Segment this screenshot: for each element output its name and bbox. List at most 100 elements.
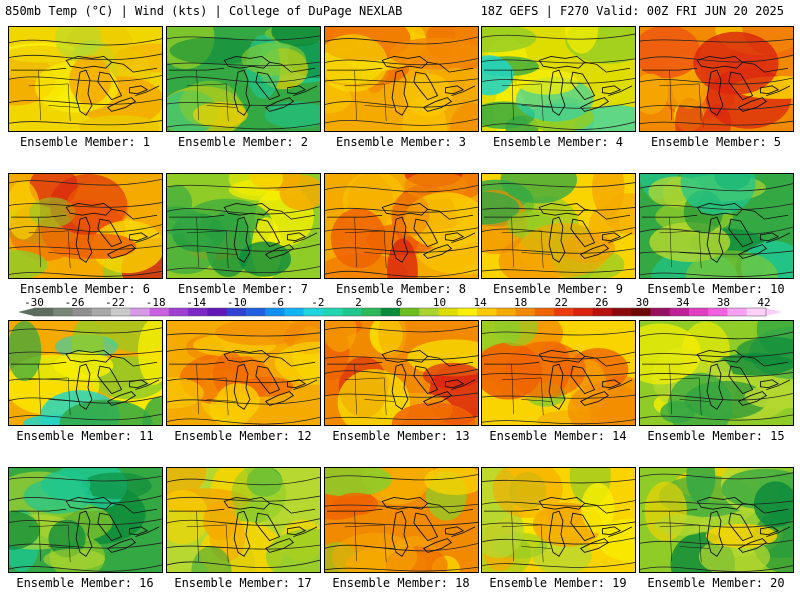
great-lake-outline bbox=[728, 218, 754, 248]
great-lake-outline bbox=[444, 232, 465, 242]
height-contour bbox=[325, 184, 478, 193]
great-lake-outline bbox=[233, 363, 251, 410]
colorbar-swatch bbox=[746, 308, 767, 316]
ensemble-member-caption: Ensemble Member: 9 bbox=[492, 282, 624, 296]
country-boundary bbox=[483, 355, 633, 391]
colorbar-swatch bbox=[188, 308, 208, 316]
ensemble-member-map bbox=[8, 173, 163, 279]
height-contour bbox=[640, 38, 793, 43]
height-contour bbox=[9, 178, 162, 186]
height-contour bbox=[482, 182, 635, 188]
great-lake-outline bbox=[391, 363, 409, 410]
great-lake-outline bbox=[706, 363, 724, 410]
great-lake-outline bbox=[759, 232, 780, 242]
colorbar-swatch bbox=[380, 308, 401, 316]
height-contour bbox=[325, 355, 478, 361]
colorbar-tick-label: -10 bbox=[226, 296, 247, 309]
colorbar-swatch bbox=[322, 308, 343, 316]
ensemble-member-map bbox=[166, 467, 321, 573]
country-boundary bbox=[483, 208, 633, 244]
great-lake-outline bbox=[538, 349, 586, 363]
great-lake-outline bbox=[759, 85, 780, 95]
state-boundary bbox=[659, 70, 710, 122]
height-contour bbox=[640, 250, 793, 255]
great-lake-outline bbox=[264, 538, 295, 553]
great-lake-outline bbox=[538, 202, 586, 216]
country-boundary bbox=[10, 208, 160, 244]
colorbar-swatch bbox=[554, 308, 574, 316]
height-contour bbox=[167, 227, 320, 233]
colorbar-swatch bbox=[534, 308, 555, 316]
height-contour bbox=[640, 77, 793, 85]
height-contour bbox=[482, 101, 635, 109]
height-contour bbox=[9, 564, 162, 572]
country-boundary bbox=[326, 61, 476, 97]
great-lake-outline bbox=[579, 244, 610, 259]
country-boundary bbox=[641, 208, 791, 244]
height-contour bbox=[9, 495, 162, 504]
ensemble-member-caption: Ensemble Member: 6 bbox=[19, 282, 151, 296]
colorbar-swatch bbox=[72, 308, 93, 316]
temperature-field bbox=[167, 321, 320, 425]
great-lake-outline bbox=[75, 69, 93, 116]
state-boundary bbox=[186, 364, 237, 416]
height-contour bbox=[325, 269, 478, 278]
colorbar-swatch bbox=[592, 308, 613, 316]
ensemble-member-map bbox=[324, 173, 479, 279]
great-lake-outline bbox=[601, 232, 622, 242]
temperature-field bbox=[325, 27, 478, 131]
country-boundary bbox=[641, 355, 791, 391]
country-boundary bbox=[168, 208, 318, 244]
great-lake-outline bbox=[444, 85, 465, 95]
height-contour bbox=[167, 74, 320, 83]
height-contour bbox=[325, 325, 478, 333]
colorbar-tick-label: 42 bbox=[757, 296, 771, 309]
ensemble-member-map bbox=[639, 467, 794, 573]
state-boundary bbox=[501, 511, 552, 563]
height-contour bbox=[640, 203, 793, 210]
height-contour bbox=[482, 562, 635, 568]
colorbar-tick-label: 18 bbox=[514, 296, 528, 309]
great-lake-outline bbox=[570, 512, 596, 542]
great-lake-outline bbox=[97, 512, 123, 542]
great-lake-outline bbox=[759, 526, 780, 536]
great-lake-outline bbox=[391, 69, 409, 116]
great-lake-outline bbox=[286, 379, 307, 389]
colorbar-swatch bbox=[438, 308, 459, 316]
ensemble-member-caption: Ensemble Member: 15 bbox=[647, 429, 785, 443]
colorbar-swatch bbox=[245, 308, 266, 316]
great-lake-outline bbox=[65, 496, 113, 510]
temperature-colorbar bbox=[18, 307, 782, 317]
height-contour bbox=[482, 500, 635, 507]
temperature-field bbox=[325, 174, 478, 278]
country-boundary bbox=[168, 502, 318, 538]
great-lake-outline bbox=[548, 216, 566, 263]
great-lake-outline bbox=[706, 216, 724, 263]
colorbar-tick-label: 10 bbox=[432, 296, 447, 309]
country-boundary bbox=[168, 355, 318, 391]
great-lake-outline bbox=[579, 391, 610, 406]
height-contour bbox=[167, 100, 320, 106]
height-contour bbox=[325, 206, 478, 213]
ensemble-member-map bbox=[8, 467, 163, 573]
state-boundary bbox=[344, 511, 395, 563]
height-contour bbox=[9, 270, 162, 277]
colorbar-swatch bbox=[727, 308, 748, 316]
height-contour bbox=[325, 36, 478, 45]
map-title: 850mb Temp (°C) | Wind (kts) | College o… bbox=[5, 4, 403, 18]
height-contour bbox=[167, 206, 320, 215]
great-lake-outline bbox=[223, 349, 271, 363]
colorbar-tick-label: -14 bbox=[186, 296, 207, 309]
country-boundary bbox=[641, 502, 791, 538]
height-contour bbox=[640, 120, 793, 126]
height-contour bbox=[9, 38, 162, 46]
state-boundary bbox=[659, 511, 710, 563]
colorbar-swatch bbox=[53, 308, 74, 316]
great-lake-outline bbox=[381, 202, 429, 216]
height-contour bbox=[167, 559, 320, 569]
great-lake-outline bbox=[106, 97, 137, 112]
great-lake-outline bbox=[381, 349, 429, 363]
great-lake-outline bbox=[728, 71, 754, 101]
great-lake-outline bbox=[255, 365, 281, 395]
height-contour bbox=[325, 473, 478, 481]
